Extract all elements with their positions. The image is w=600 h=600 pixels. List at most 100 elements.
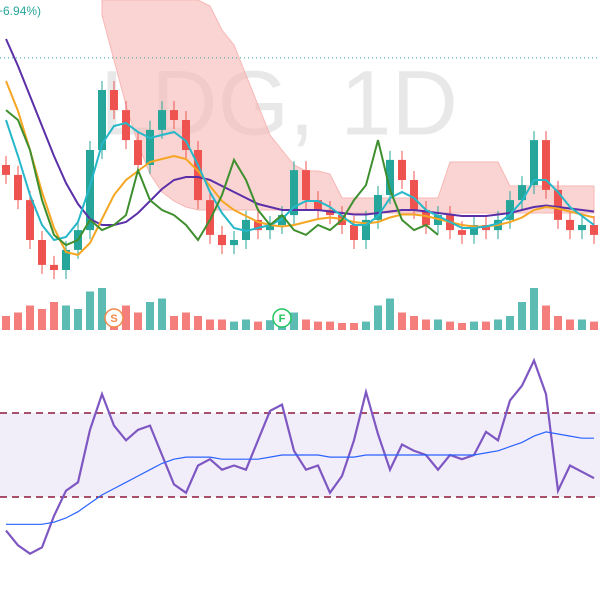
- volume-bar: [362, 321, 370, 330]
- indicator-line: [5, 38, 595, 226]
- candle-body: [566, 219, 574, 231]
- volume-bar: [86, 291, 94, 330]
- rsi-line: [5, 357, 595, 555]
- volume-bar: [410, 316, 418, 330]
- candle-body: [110, 90, 118, 111]
- volume-bar: [542, 305, 550, 330]
- candle-body: [410, 180, 418, 210]
- volume-bar: [590, 321, 598, 330]
- volume-bar: [182, 312, 190, 330]
- candle-body: [542, 140, 550, 190]
- rsi-line: [6, 431, 594, 525]
- volume-bar: [2, 316, 10, 330]
- volume-bar: [38, 309, 46, 330]
- volume-bar: [530, 288, 538, 330]
- candle-body: [266, 225, 274, 231]
- candle-body: [98, 90, 106, 150]
- candle-body: [170, 110, 178, 120]
- volume-bar: [158, 298, 166, 330]
- volume-bar: [314, 321, 322, 330]
- volume-bar: [374, 305, 382, 330]
- volume-bar: [26, 305, 34, 330]
- volume-bar: [134, 312, 142, 330]
- candle-body: [218, 234, 226, 246]
- candle-body: [50, 264, 58, 270]
- candle-body: [290, 170, 298, 216]
- volume-bar: [458, 323, 466, 330]
- volume-bar: [506, 316, 514, 330]
- volume-bar: [338, 323, 346, 330]
- volume-bar: [218, 319, 226, 330]
- candle-body: [230, 240, 238, 246]
- volume-bar: [482, 321, 490, 330]
- candle-body: [62, 249, 70, 270]
- volume-bar: [206, 319, 214, 330]
- candle-body: [86, 150, 94, 231]
- volume-bar: [398, 312, 406, 330]
- volume-bar: [350, 323, 358, 330]
- candle-body: [362, 219, 370, 240]
- candle-body: [554, 189, 562, 220]
- event-marker-label: S: [110, 313, 117, 325]
- indicator-line: [5, 109, 439, 247]
- indicator-line: [5, 80, 595, 257]
- event-marker: [272, 308, 292, 328]
- candle-body: [38, 240, 46, 265]
- candle-body: [422, 210, 430, 225]
- volume-bar: [170, 316, 178, 330]
- volume-bar: [302, 319, 310, 330]
- volume-bar: [326, 321, 334, 330]
- volume-bar: [566, 319, 574, 330]
- volume-bar: [62, 305, 70, 330]
- volume-bar: [422, 319, 430, 330]
- volume-bar: [74, 309, 82, 330]
- candle-body: [242, 219, 250, 240]
- volume-bar: [290, 312, 298, 330]
- volume-bar: [470, 321, 478, 330]
- candle-body: [134, 140, 142, 165]
- candle-body: [158, 110, 166, 130]
- candle-body: [350, 225, 358, 240]
- volume-bar: [194, 316, 202, 330]
- candle-body: [530, 140, 538, 186]
- candle-body: [506, 200, 514, 220]
- candle-body: [398, 159, 406, 180]
- candle-body: [386, 159, 394, 195]
- candle-body: [302, 170, 310, 201]
- candle-body: [206, 200, 214, 235]
- candle-body: [482, 225, 490, 231]
- candle-body: [2, 165, 10, 175]
- volume-bar: [50, 302, 58, 330]
- candle-body: [194, 150, 202, 201]
- candle-body: [26, 200, 34, 240]
- volume-bar: [254, 321, 262, 330]
- candle-body: [470, 225, 478, 235]
- event-marker-label: F: [279, 313, 286, 325]
- candle-body: [578, 225, 586, 231]
- candle-body: [182, 120, 190, 150]
- candle-body: [458, 230, 466, 235]
- change-label: +6.94%): [0, 4, 41, 18]
- candle-body: [146, 129, 154, 165]
- volume-bar: [434, 319, 442, 330]
- candle-body: [254, 219, 262, 231]
- volume-bar: [98, 288, 106, 330]
- indicator-line: [5, 119, 595, 242]
- candle-body: [518, 185, 526, 201]
- candle-body: [122, 110, 130, 141]
- volume-bar: [266, 320, 274, 330]
- candle-body: [14, 174, 22, 201]
- event-marker: [104, 308, 124, 328]
- volume-bar: [146, 302, 154, 330]
- volume-bar: [518, 302, 526, 330]
- volume-bar: [494, 319, 502, 330]
- candle-body: [590, 225, 598, 235]
- candle-body: [326, 210, 334, 216]
- volume-bar: [14, 312, 22, 330]
- volume-bar: [122, 305, 130, 330]
- candle-body: [374, 195, 382, 220]
- volume-bar: [446, 321, 454, 330]
